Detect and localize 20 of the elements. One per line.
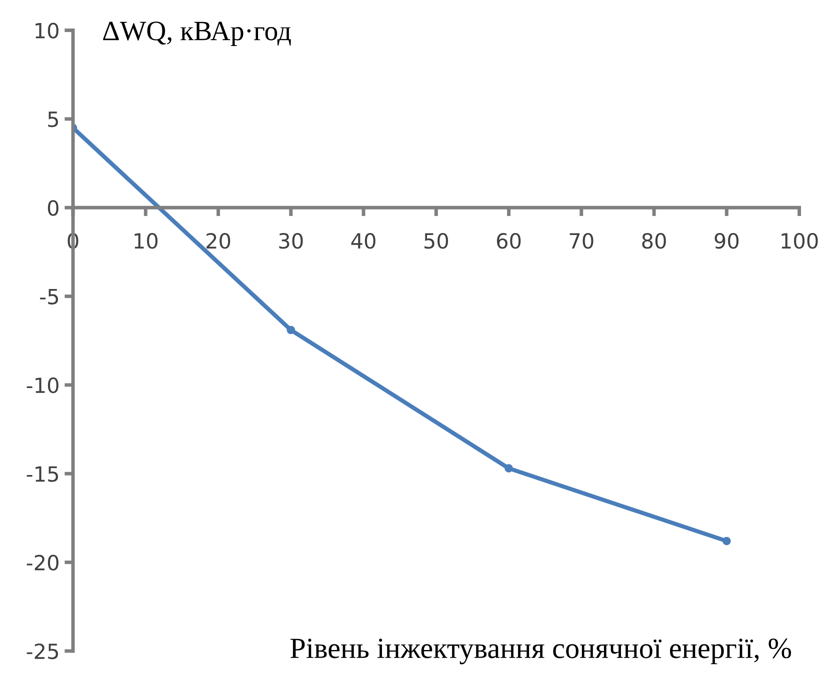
x-axis-title: Рівень інжектування сонячної енергії, % (290, 638, 792, 664)
y-tick-label: 0 (48, 200, 58, 216)
y-tick-label: 10 (36, 22, 58, 38)
y-tick-label: -15 (26, 466, 58, 482)
y-tick-label: 5 (48, 112, 58, 128)
x-tick-label: 40 (351, 233, 376, 249)
x-tick-label: 100 (782, 233, 818, 249)
x-tick-label: 90 (714, 233, 739, 249)
x-tick-label: 70 (570, 233, 594, 249)
x-tick-label: 80 (642, 233, 666, 249)
y-tick-label: -10 (26, 377, 58, 394)
x-tick-label: 20 (206, 233, 230, 249)
x-tick-label: 50 (424, 233, 448, 249)
x-tick-label: 60 (496, 233, 521, 249)
x-tick-label: 30 (279, 233, 303, 249)
x-tick-label: 10 (134, 233, 158, 249)
y-tick-label: -20 (26, 554, 58, 571)
y-axis-title: ΔWQ, кВАр·год (103, 22, 291, 46)
y-tick-label: -25 (26, 643, 58, 660)
y-tick-label: -5 (40, 289, 58, 305)
